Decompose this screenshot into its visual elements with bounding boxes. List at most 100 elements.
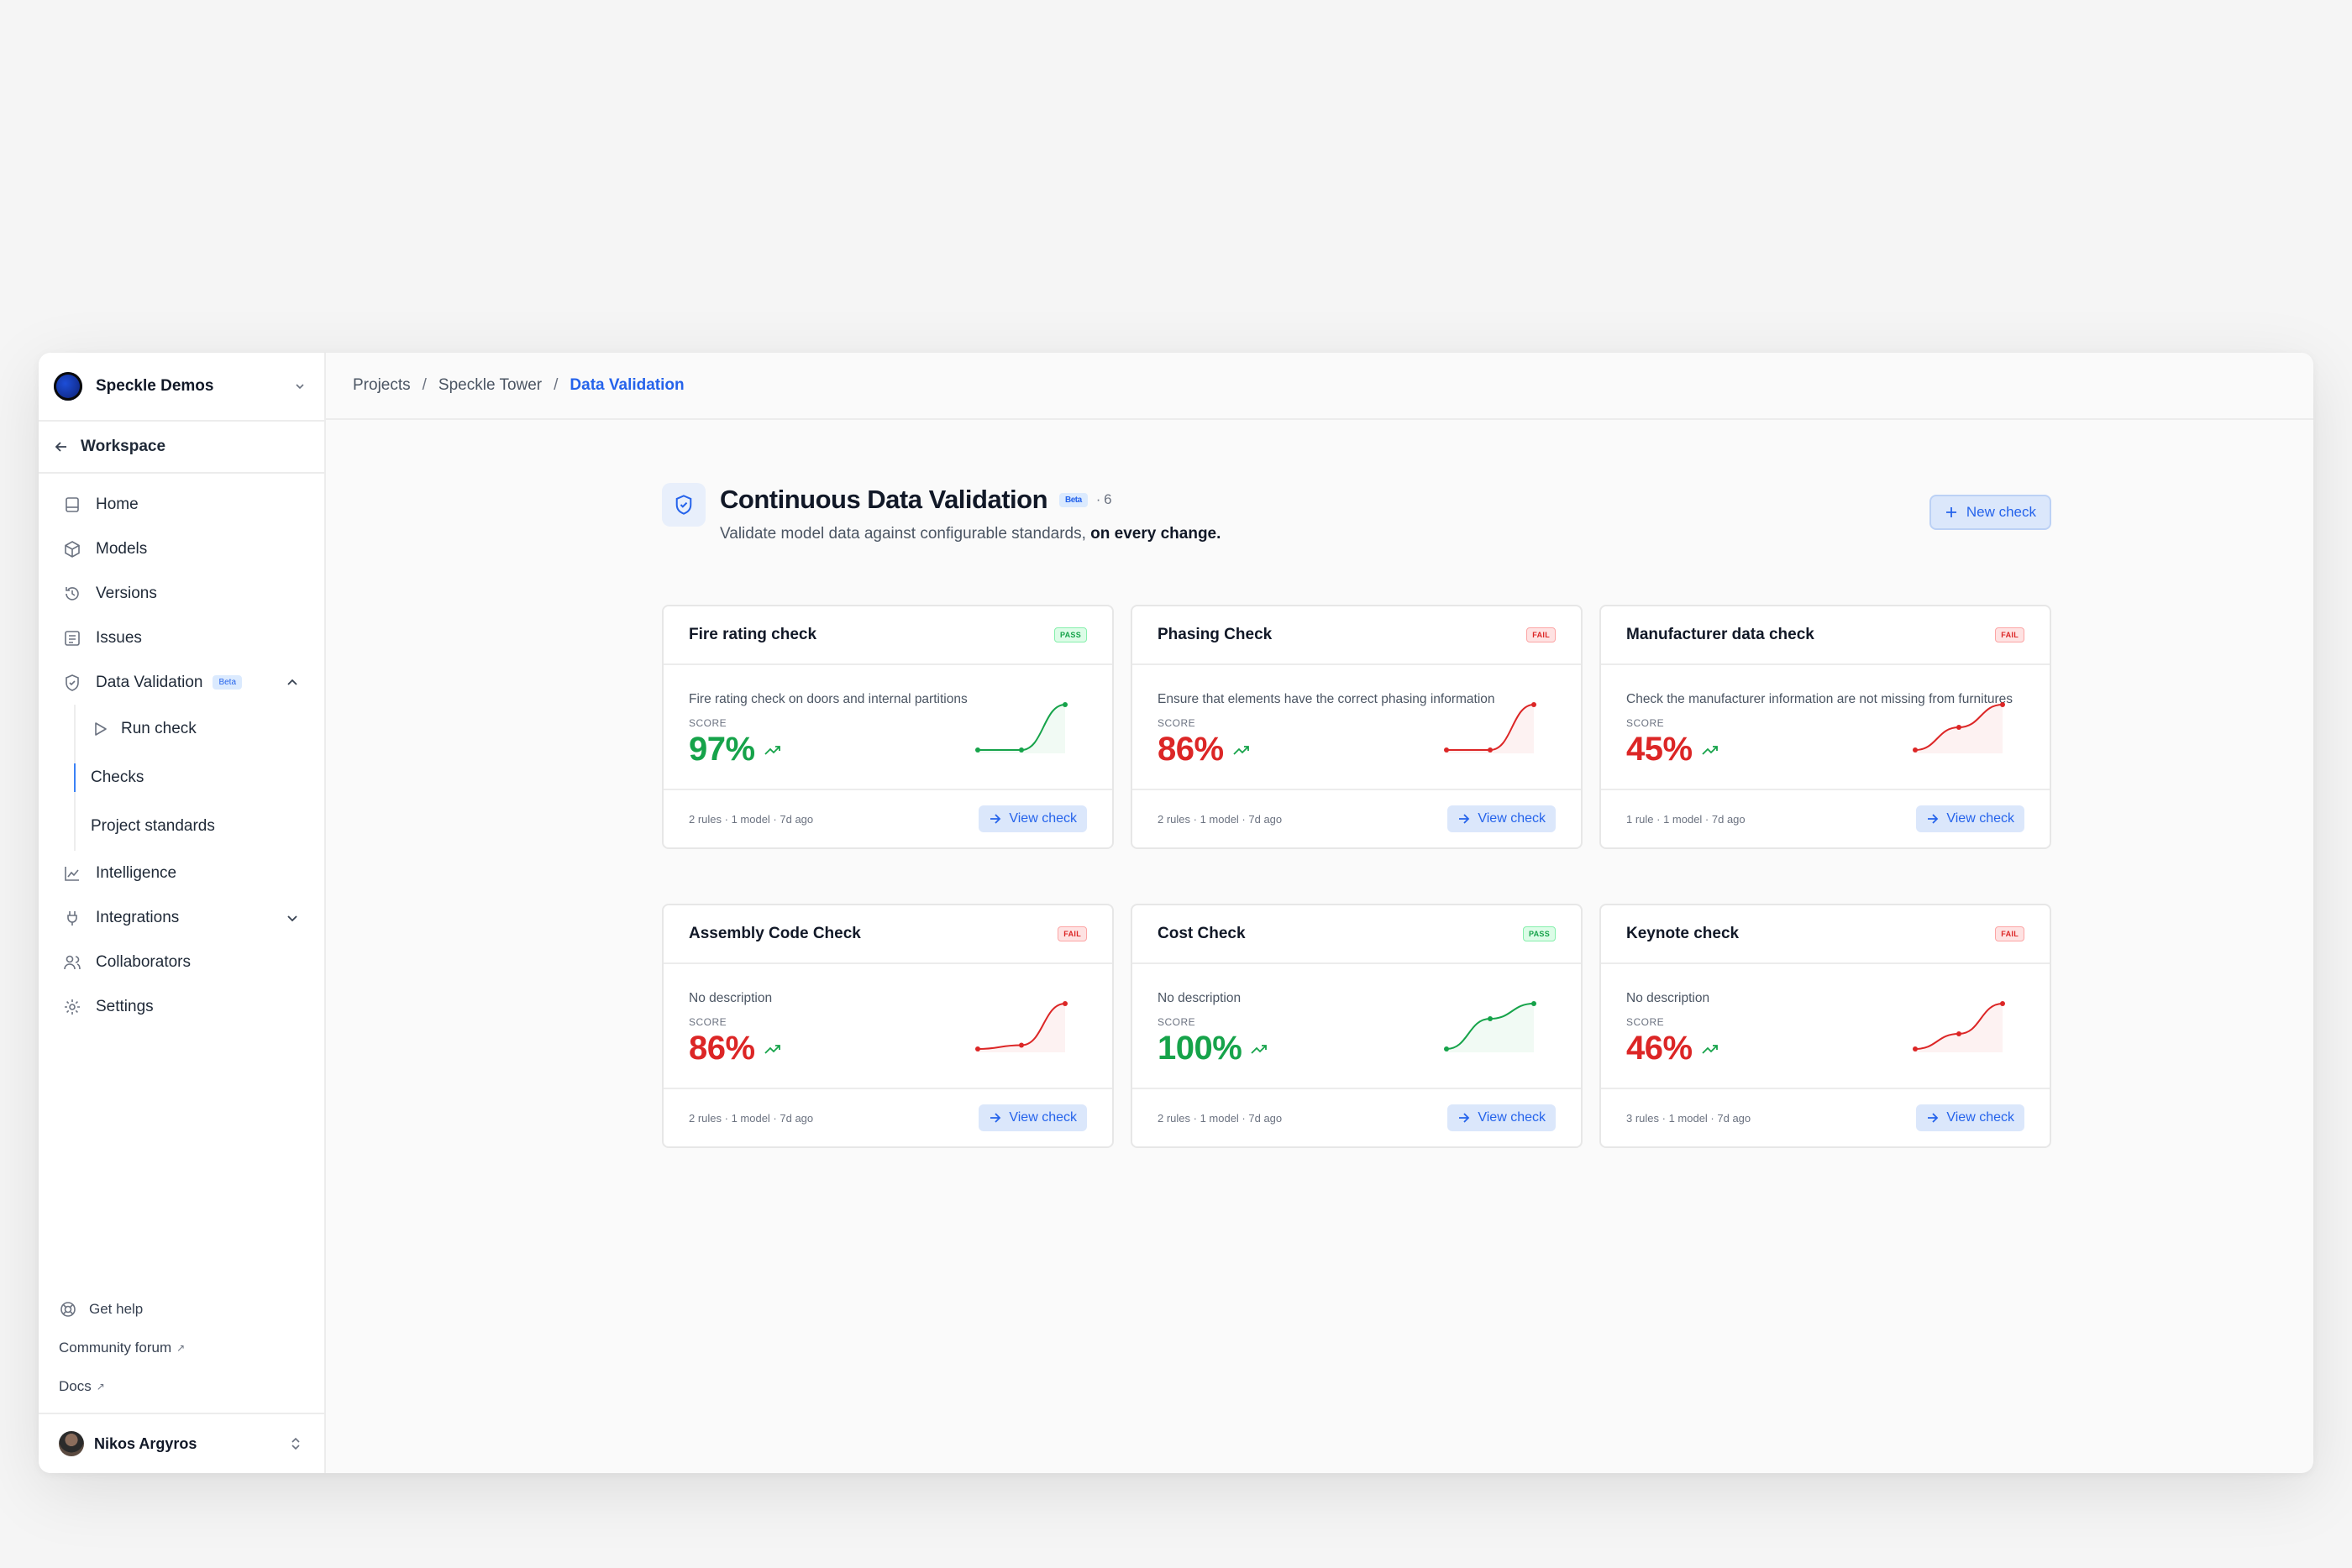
view-check-label: View check — [1009, 811, 1077, 826]
sidebar-item-intelligence[interactable]: Intelligence — [39, 851, 324, 895]
card-header: Phasing Check FAIL — [1132, 606, 1581, 665]
docs-link[interactable]: Docs ↗ — [39, 1367, 324, 1406]
sparkline-point — [1956, 725, 1961, 730]
sidebar-item-collaborators[interactable]: Collaborators — [39, 940, 324, 984]
back-label: Workspace — [81, 438, 166, 455]
view-check-button[interactable]: View check — [1916, 1104, 2024, 1131]
check-card[interactable]: Fire rating check PASS Fire rating check… — [662, 605, 1114, 849]
sparkline-point — [1063, 1001, 1068, 1006]
view-check-button[interactable]: View check — [1447, 805, 1556, 832]
arrow-left-icon — [55, 442, 66, 452]
status-badge: FAIL — [1995, 926, 2024, 941]
score-label: SCORE — [689, 717, 727, 729]
arrow-right-icon — [1459, 1113, 1470, 1123]
cube-icon — [62, 539, 82, 559]
get-help-label: Get help — [89, 1301, 144, 1317]
score-value: 86% — [1158, 731, 1224, 768]
check-card[interactable]: Cost Check PASS No description SCORE 100… — [1131, 904, 1583, 1148]
score-label: SCORE — [1158, 1016, 1196, 1028]
sidebar-item-models[interactable]: Models — [39, 527, 324, 571]
sidebar-item-run-check[interactable]: Run check — [74, 705, 324, 753]
sparkline-point — [1063, 702, 1068, 707]
sparkline-point — [1531, 702, 1536, 707]
arrow-right-icon — [990, 814, 1001, 824]
arrow-right-icon — [1928, 1113, 1939, 1123]
check-card[interactable]: Keynote check FAIL No description SCORE … — [1599, 904, 2051, 1148]
get-help-link[interactable]: Get help — [39, 1290, 324, 1329]
sidebar-item-label: Versions — [96, 584, 157, 602]
page-title: Continuous Data Validation — [720, 485, 1048, 514]
sidebar-item-label: Data Validation — [96, 673, 203, 691]
check-card[interactable]: Manufacturer data check FAIL Check the m… — [1599, 605, 2051, 849]
score-row: 86% — [689, 1030, 1087, 1067]
trending-up-icon — [1701, 745, 1718, 755]
avatar — [59, 1431, 84, 1456]
plug-icon — [62, 908, 82, 928]
card-footer: 3 rules · 1 model · 7d ago View check — [1601, 1088, 2050, 1146]
status-badge: FAIL — [1995, 627, 2024, 642]
sidebar-item-home[interactable]: Home — [39, 482, 324, 527]
card-title: Fire rating check — [689, 626, 817, 643]
workspace-switcher[interactable]: Speckle Demos — [39, 353, 324, 422]
breadcrumb-project[interactable]: Speckle Tower — [438, 376, 543, 394]
sidebar-item-issues[interactable]: Issues — [39, 616, 324, 660]
card-meta: 2 rules · 1 model · 7d ago — [689, 1111, 814, 1125]
sidebar-item-label: Models — [96, 539, 148, 558]
breadcrumb-projects[interactable]: Projects — [353, 376, 411, 394]
trend-sparkline — [1444, 702, 1536, 753]
sparkline-area — [1446, 1004, 1534, 1052]
new-check-button[interactable]: New check — [1929, 495, 2051, 530]
community-forum-link[interactable]: Community forum ↗ — [39, 1329, 324, 1367]
sidebar-nav: Home Models Versions Issues Data Validat… — [39, 474, 324, 1029]
breadcrumb-current: Data Validation — [570, 376, 685, 394]
card-description: Ensure that elements have the correct ph… — [1158, 692, 1495, 706]
trending-up-icon — [1232, 745, 1249, 755]
back-to-workspace[interactable]: Workspace — [39, 422, 324, 474]
sidebar-item-data-validation[interactable]: Data Validation Beta — [39, 660, 324, 705]
score-value: 46% — [1626, 1030, 1693, 1067]
trend-sparkline — [1444, 1001, 1536, 1052]
user-menu[interactable]: Nikos Argyros — [39, 1413, 324, 1473]
check-card[interactable]: Phasing Check FAIL Ensure that elements … — [1131, 605, 1583, 849]
card-title: Cost Check — [1158, 925, 1246, 942]
sidebar-item-label: Collaborators — [96, 952, 191, 971]
sparkline-point — [1913, 747, 1918, 753]
card-header: Fire rating check PASS — [664, 606, 1112, 665]
score-label: SCORE — [1626, 717, 1665, 729]
check-count: · 6 — [1095, 491, 1112, 507]
sidebar-item-integrations[interactable]: Integrations — [39, 895, 324, 940]
score-value: 86% — [689, 1030, 755, 1067]
page-subtitle-emphasis: on every change. — [1090, 525, 1221, 543]
card-title: Manufacturer data check — [1626, 626, 1814, 643]
sidebar-item-project-standards[interactable]: Project standards — [74, 802, 324, 851]
check-card[interactable]: Assembly Code Check FAIL No description … — [662, 904, 1114, 1148]
sidebar-item-checks[interactable]: Checks — [74, 753, 324, 802]
chevron-up-icon[interactable] — [286, 676, 299, 690]
sparkline-path — [977, 1003, 1066, 1050]
sidebar-item-label: Home — [96, 495, 139, 513]
view-check-button[interactable]: View check — [979, 805, 1087, 832]
sidebar-item-settings[interactable]: Settings — [39, 984, 324, 1029]
status-badge: PASS — [1053, 627, 1087, 642]
home-icon — [62, 495, 82, 515]
sidebar-item-versions[interactable]: Versions — [39, 571, 324, 616]
sparkline-area — [978, 1004, 1065, 1052]
external-link-icon: ↗ — [176, 1342, 186, 1354]
sparkline-point — [2000, 1001, 2005, 1006]
view-check-button[interactable]: View check — [1916, 805, 2024, 832]
card-footer: 2 rules · 1 model · 7d ago View check — [664, 1088, 1112, 1146]
card-meta: 2 rules · 1 model · 7d ago — [1158, 812, 1283, 826]
trend-sparkline — [1913, 702, 2005, 753]
sparkline-area — [978, 705, 1065, 753]
score-value: 100% — [1158, 1030, 1242, 1067]
trending-up-icon — [1251, 1044, 1268, 1054]
card-body: No description SCORE 46% — [1601, 964, 2050, 1067]
chevron-down-icon[interactable] — [286, 911, 299, 925]
view-check-button[interactable]: View check — [1447, 1104, 1556, 1131]
status-badge: FAIL — [1058, 926, 1087, 941]
view-check-button[interactable]: View check — [979, 1104, 1087, 1131]
sparkline-point — [1956, 1031, 1961, 1036]
shield-check-icon — [662, 483, 706, 527]
score-value: 45% — [1626, 731, 1693, 768]
breadcrumb-separator: / — [422, 376, 427, 394]
